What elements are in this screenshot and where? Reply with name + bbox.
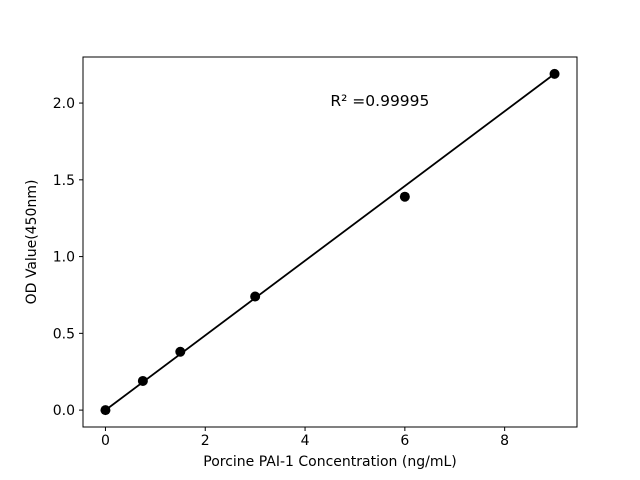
y-axis-label: OD Value(450nm) (24, 180, 40, 305)
y-tick-label: 0.0 (53, 403, 75, 419)
data-point (549, 68, 560, 79)
data-point (250, 291, 261, 302)
x-tick-label: 8 (500, 433, 509, 449)
x-tick-label: 6 (400, 433, 409, 449)
trend-line (104, 73, 556, 411)
y-tick-label: 0.5 (53, 326, 75, 342)
x-tick-label: 0 (101, 433, 110, 449)
x-axis-label: Porcine PAI-1 Concentration (ng/mL) (203, 454, 456, 470)
data-point (399, 191, 410, 202)
x-tick-label: 4 (301, 433, 310, 449)
x-tick-label: 2 (201, 433, 210, 449)
plot-border (82, 56, 578, 428)
data-point (137, 375, 148, 386)
y-tick-label: 1.0 (53, 250, 75, 266)
y-tick-label: 2.0 (53, 96, 75, 112)
data-point (175, 346, 186, 357)
data-point (100, 405, 111, 416)
y-tick-label: 1.5 (53, 173, 75, 189)
r-squared-annotation: R² =0.99995 (330, 92, 429, 110)
